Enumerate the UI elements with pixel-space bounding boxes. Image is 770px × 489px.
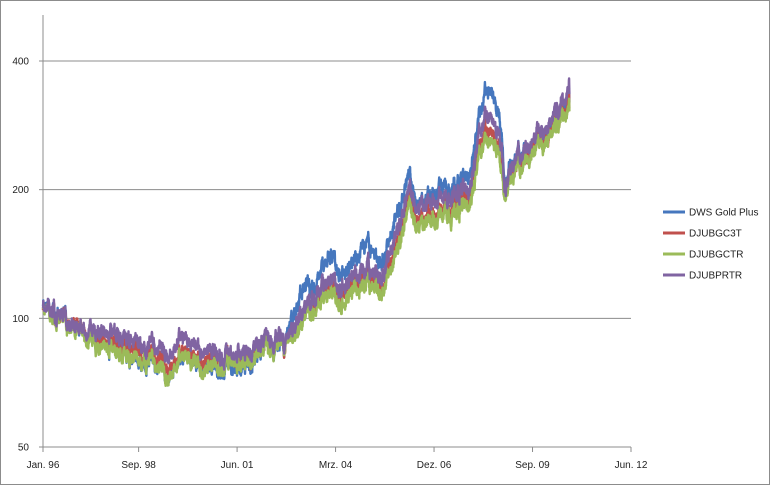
y-axis-ticks: 50 100 200 400 <box>12 15 44 454</box>
y-tick-label: 400 <box>12 57 29 68</box>
x-tick-label: Jan. 96 <box>27 460 60 471</box>
x-tick-label: Mrz. 04 <box>319 460 353 471</box>
y-tick-label: 50 <box>18 443 30 454</box>
legend-label: DJUBPRTR <box>689 271 742 282</box>
series-line-djubgc3t <box>41 92 571 377</box>
series-line-djubprtr <box>41 77 571 371</box>
x-axis: Jan. 96 Sep. 98 Jun. 01 Mrz. 04 Dez. 06 Sep. … <box>27 446 648 471</box>
legend-label: DJUBGC3T <box>689 229 742 240</box>
legend: DWS Gold Plus DJUBGC3T DJUBGCTR DJUBPRTR <box>663 208 758 282</box>
y-tick-label: 200 <box>12 185 29 196</box>
legend-label: DWS Gold Plus <box>689 208 758 219</box>
series-lines <box>41 77 571 387</box>
x-tick-label: Sep. 98 <box>121 460 156 471</box>
grid-lines <box>43 60 631 319</box>
legend-label: DJUBGCTR <box>689 250 743 261</box>
x-tick-label: Sep. 09 <box>515 460 550 471</box>
y-tick-label: 100 <box>12 314 29 325</box>
x-tick-label: Dez. 06 <box>417 460 452 471</box>
x-tick-label: Jun. 01 <box>221 460 254 471</box>
x-tick-label: Jun. 12 <box>615 460 648 471</box>
